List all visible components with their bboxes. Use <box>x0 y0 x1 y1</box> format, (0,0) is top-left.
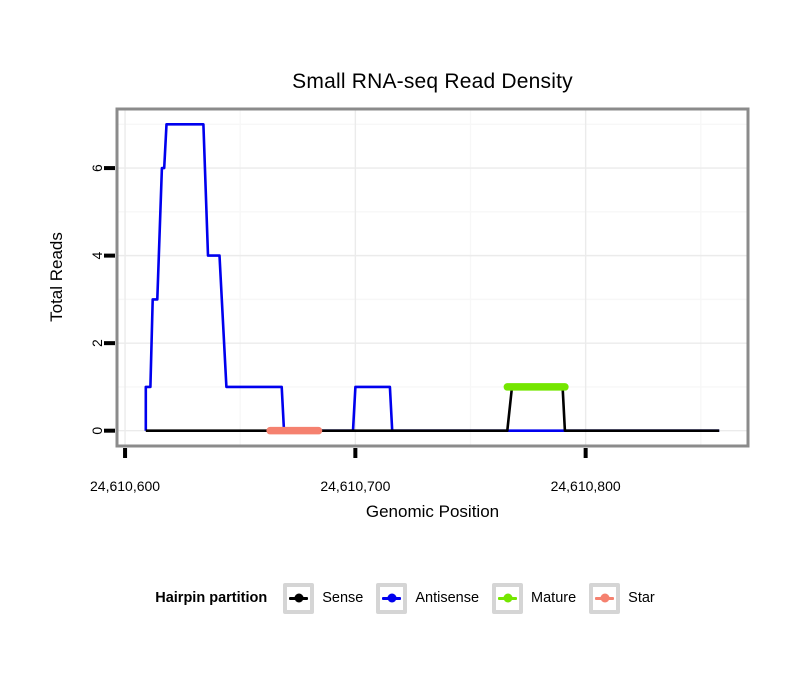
plot-canvas: 24,610,600 24,610,700 24,610,800 0 2 4 6 <box>89 107 750 494</box>
legend-entry-antisense: Antisense <box>376 582 480 614</box>
legend-key-mature <box>492 582 524 614</box>
legend-label-mature: Mature <box>531 590 577 606</box>
legend-key-dot-icon <box>600 593 610 603</box>
panel-background <box>117 109 748 446</box>
y-tick-label: 0 <box>89 427 105 435</box>
panel-border <box>115 107 750 448</box>
x-tick-label: 24,610,600 <box>90 478 160 494</box>
legend-title: Hairpin partition <box>155 590 268 606</box>
legend-key-dot-icon <box>387 593 397 603</box>
y-tick-label: 4 <box>89 252 105 260</box>
legend-label-star: Star <box>628 590 655 606</box>
legend-key-star <box>589 582 621 614</box>
y-axis-label: Total Reads <box>47 232 66 322</box>
legend-entry-sense: Sense <box>283 582 364 614</box>
legend-label-sense: Sense <box>322 590 364 606</box>
legend: Hairpin partition Sense Antisense Mature <box>0 582 810 614</box>
y-tick <box>104 166 115 171</box>
y-tick <box>104 341 115 346</box>
legend-entry-star: Star <box>589 582 655 614</box>
chart-title: Small RNA-seq Read Density <box>292 70 573 93</box>
legend-key-antisense <box>376 582 408 614</box>
x-tick-label: 24,610,800 <box>551 478 621 494</box>
y-tick <box>104 253 115 258</box>
y-tick-label: 6 <box>89 164 105 172</box>
x-tick <box>353 448 358 458</box>
legend-key-sense <box>283 582 315 614</box>
x-tick <box>583 448 588 458</box>
legend-key-dot-icon <box>503 593 513 603</box>
x-tick-label: 24,610,700 <box>320 478 390 494</box>
legend-entry-mature: Mature <box>492 582 577 614</box>
y-tick <box>104 428 115 433</box>
x-axis-label: Genomic Position <box>365 502 500 521</box>
y-tick-label: 2 <box>89 339 105 347</box>
legend-label-antisense: Antisense <box>415 590 480 606</box>
x-tick <box>123 448 128 458</box>
series-antisense-line <box>144 123 720 433</box>
legend-key-dot-icon <box>294 593 304 603</box>
